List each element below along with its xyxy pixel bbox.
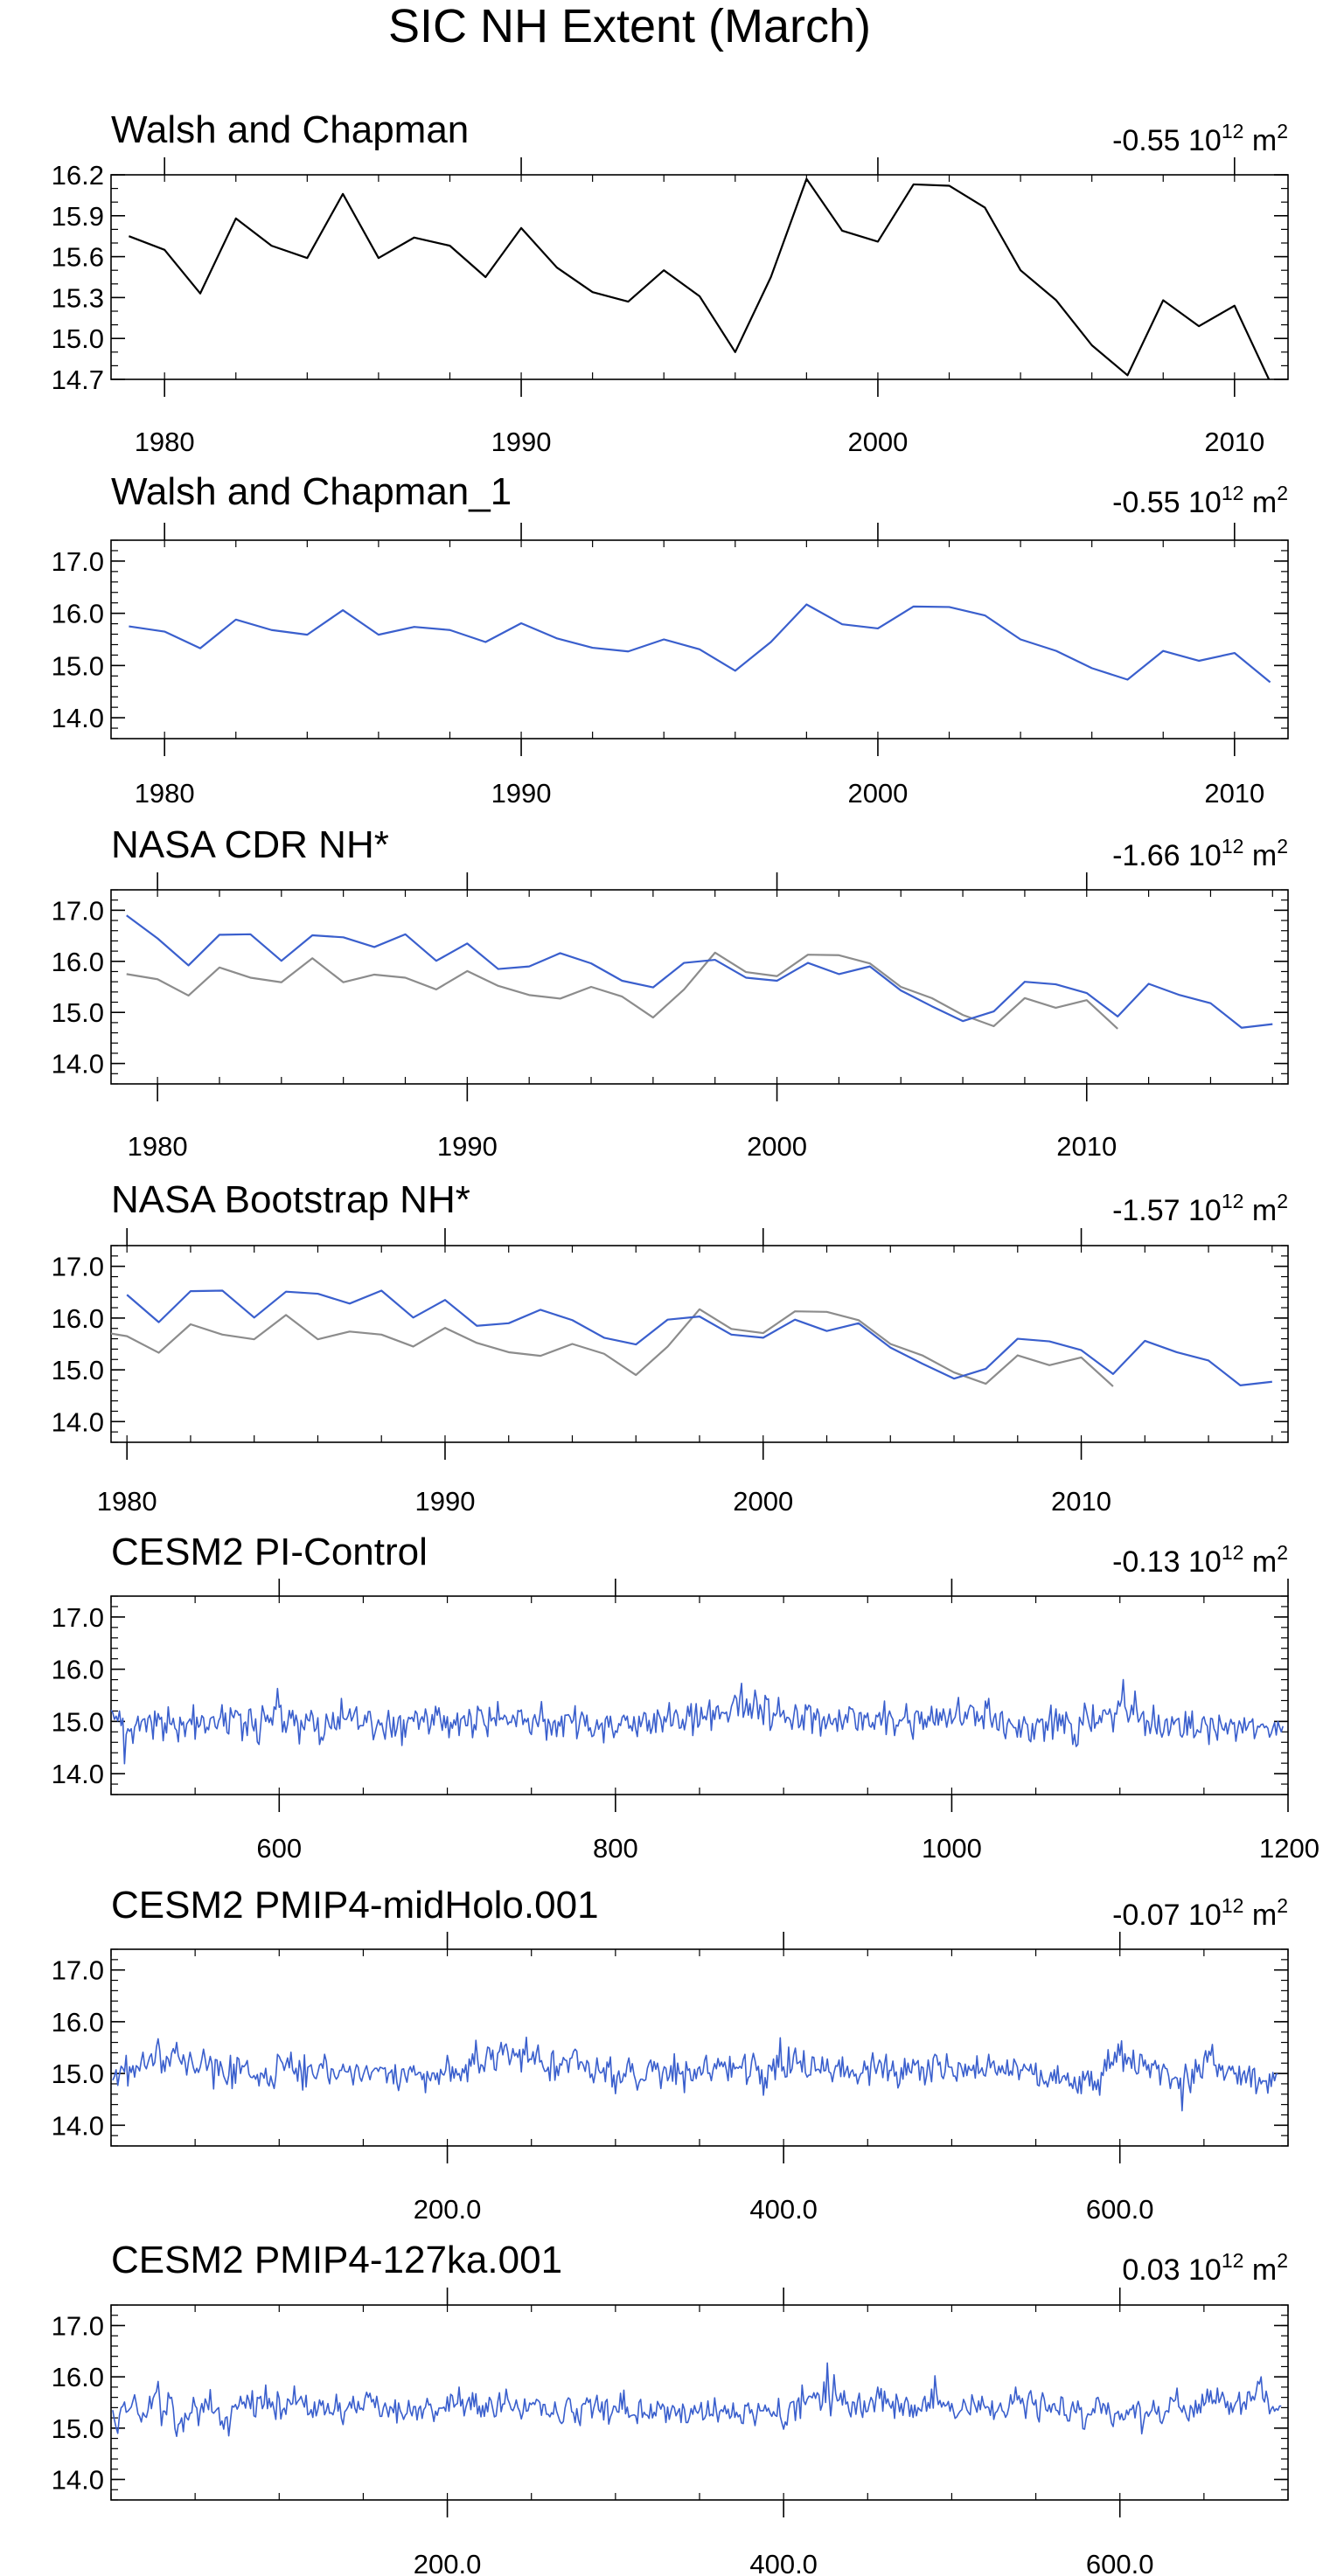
trend-label: -0.13 1012 m2: [1112, 1541, 1288, 1579]
y-tick-label: 14.0: [52, 1049, 104, 1080]
chart-panel-7: CESM2 PMIP4-127ka.001 0.03 1012 m2 14.0 15.…: [52, 2239, 1289, 2576]
x-tick-label: 1980: [135, 778, 195, 809]
y-tick-label: 15.0: [52, 997, 104, 1028]
y-tick-label: 17.0: [52, 2310, 104, 2341]
series-line-1: [128, 177, 1271, 379]
x-tick-label: 600: [256, 1833, 302, 1864]
series-line-1: [111, 1308, 1114, 1387]
y-tick-label: 16.0: [52, 947, 104, 977]
chart-panel-2: Walsh and Chapman_1 -0.55 1012 m2 14.0 15.0…: [52, 470, 1289, 809]
y-tick-label: 15.9: [52, 201, 104, 232]
chart-panel-3: NASA CDR NH* -1.66 1012 m2 14.0 15.0 16.0 17.…: [52, 823, 1289, 1162]
y-tick-label: 16.2: [52, 160, 104, 191]
x-tick-label: 1990: [491, 427, 552, 457]
x-tick-label: 1990: [414, 1486, 475, 1517]
y-tick-label: 15.6: [52, 242, 104, 273]
x-tick-label: 1000: [922, 1833, 982, 1864]
y-tick-label: 15.3: [52, 282, 104, 313]
y-tick-label: 17.0: [52, 1602, 104, 1633]
trend-label: -0.55 1012 m2: [1112, 482, 1288, 519]
series-line-1: [112, 2362, 1282, 2438]
x-tick-label: 600.0: [1086, 2549, 1154, 2576]
y-tick-label: 15.0: [52, 2413, 104, 2444]
y-tick-label: 15.0: [52, 650, 104, 681]
y-tick-label: 14.0: [52, 1759, 104, 1789]
x-tick-label: 200.0: [414, 2194, 482, 2225]
trend-label: 0.03 1012 m2: [1122, 2249, 1288, 2287]
panel-title: CESM2 PMIP4-127ka.001: [111, 2239, 562, 2281]
series-line-1: [129, 603, 1271, 684]
y-tick-label: 17.0: [52, 1252, 104, 1282]
x-tick-label: 400.0: [749, 2549, 818, 2576]
y-tick-label: 15.0: [52, 2059, 104, 2089]
x-tick-label: 400.0: [749, 2194, 818, 2225]
panel-title: Walsh and Chapman: [111, 108, 469, 151]
y-tick-label: 16.0: [52, 1655, 104, 1685]
x-tick-label: 1200: [1259, 1833, 1320, 1864]
x-tick-label: 2010: [1051, 1486, 1111, 1517]
x-tick-label: 2010: [1204, 427, 1264, 457]
y-tick-label: 15.0: [52, 323, 104, 354]
x-tick-label: 1990: [437, 1131, 498, 1162]
y-tick-label: 14.7: [52, 365, 104, 395]
y-tick-label: 16.0: [52, 1303, 104, 1334]
trend-label: -0.55 1012 m2: [1112, 120, 1288, 157]
plot-frame: [110, 1948, 1289, 2147]
plot-frame: [110, 174, 1289, 380]
trend-label: -1.66 1012 m2: [1112, 835, 1288, 872]
trend-label: -1.57 1012 m2: [1112, 1190, 1288, 1227]
panel-title: Walsh and Chapman_1: [111, 470, 512, 513]
chart-panel-4: NASA Bootstrap NH* -1.57 1012 m2 14.0 15.0 1…: [52, 1178, 1289, 1517]
chart-panel-6: CESM2 PMIP4-midHolo.001 -0.07 1012 m2 14.0…: [52, 1884, 1289, 2225]
x-tick-label: 1990: [491, 778, 552, 809]
chart-panel-1: Walsh and Chapman -0.55 1012 m2 14.7 15.0 15…: [52, 108, 1289, 457]
plot-frame: [110, 889, 1289, 1085]
x-tick-label: 600.0: [1086, 2194, 1154, 2225]
plot-frame: [110, 1245, 1289, 1443]
x-tick-label: 1980: [128, 1131, 188, 1162]
y-tick-label: 14.0: [52, 703, 104, 733]
figure-title: SIC NH Extent (March): [388, 0, 871, 52]
series-line-1: [111, 1678, 1284, 1765]
plot-frame: [110, 1595, 1289, 1795]
y-tick-label: 14.0: [52, 2110, 104, 2141]
y-tick-label: 15.0: [52, 1706, 104, 1737]
x-tick-label: 2010: [1056, 1131, 1117, 1162]
y-tick-label: 17.0: [52, 895, 104, 926]
series-line-2: [126, 914, 1273, 1029]
y-tick-label: 16.0: [52, 599, 104, 629]
y-tick-label: 16.0: [52, 2362, 104, 2392]
y-tick-label: 14.0: [52, 1406, 104, 1437]
panel-title: CESM2 PMIP4-midHolo.001: [111, 1884, 599, 1927]
series-line-2: [126, 1289, 1272, 1386]
panel-title: NASA Bootstrap NH*: [111, 1178, 470, 1221]
x-tick-label: 800: [593, 1833, 638, 1864]
x-tick-label: 2010: [1204, 778, 1264, 809]
y-tick-label: 16.0: [52, 2007, 104, 2038]
x-tick-label: 2000: [747, 1131, 807, 1162]
x-tick-label: 1980: [135, 427, 195, 457]
x-tick-label: 2000: [847, 427, 908, 457]
x-tick-label: 1980: [97, 1486, 157, 1517]
series-line-1: [112, 2036, 1278, 2112]
trend-label: -0.07 1012 m2: [1112, 1894, 1288, 1932]
chart-panel-5: CESM2 PI-Control -0.13 1012 m2 14.0 15.0 16.…: [52, 1531, 1320, 1864]
x-tick-label: 2000: [847, 778, 908, 809]
series-line-1: [126, 951, 1118, 1030]
x-tick-label: 200.0: [414, 2549, 482, 2576]
y-tick-label: 15.0: [52, 1355, 104, 1385]
panel-title: NASA CDR NH*: [111, 823, 389, 866]
plot-frame: [110, 539, 1289, 739]
panel-title: CESM2 PI-Control: [111, 1531, 428, 1573]
y-tick-label: 17.0: [52, 1955, 104, 1986]
y-tick-label: 17.0: [52, 546, 104, 577]
y-tick-label: 14.0: [52, 2465, 104, 2496]
x-tick-label: 2000: [733, 1486, 793, 1517]
